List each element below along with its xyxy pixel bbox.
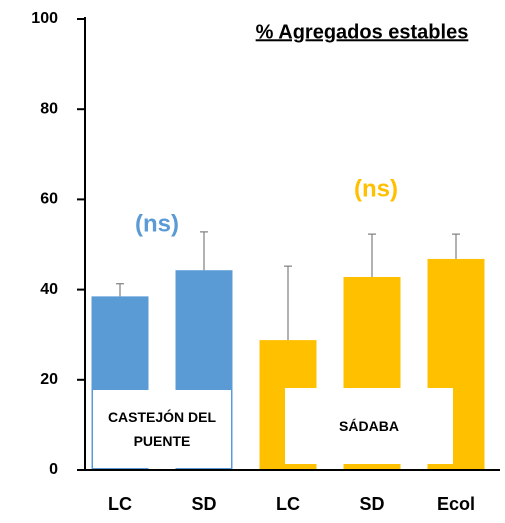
x-tick-label: SD	[191, 494, 216, 514]
y-tick-label: 100	[31, 10, 58, 27]
annotation: (ns)	[354, 175, 398, 202]
y-tick-label: 80	[40, 100, 58, 117]
y-tick-label: 20	[40, 371, 58, 388]
y-tick-label: 0	[49, 461, 58, 478]
y-tick-label: 60	[40, 191, 58, 208]
x-tick-label: Ecol	[437, 494, 475, 514]
x-tick-label: LC	[276, 494, 300, 514]
group-label: CASTEJÓN DEL PUENTE	[93, 390, 231, 468]
x-tick-label: LC	[108, 494, 132, 514]
chart-title: % Agregados estables	[256, 21, 469, 43]
y-tick-label: 40	[40, 281, 58, 298]
x-tick-label: SD	[359, 494, 384, 514]
annotation: (ns)	[135, 210, 179, 237]
group-label: SÁDABA	[285, 388, 453, 464]
